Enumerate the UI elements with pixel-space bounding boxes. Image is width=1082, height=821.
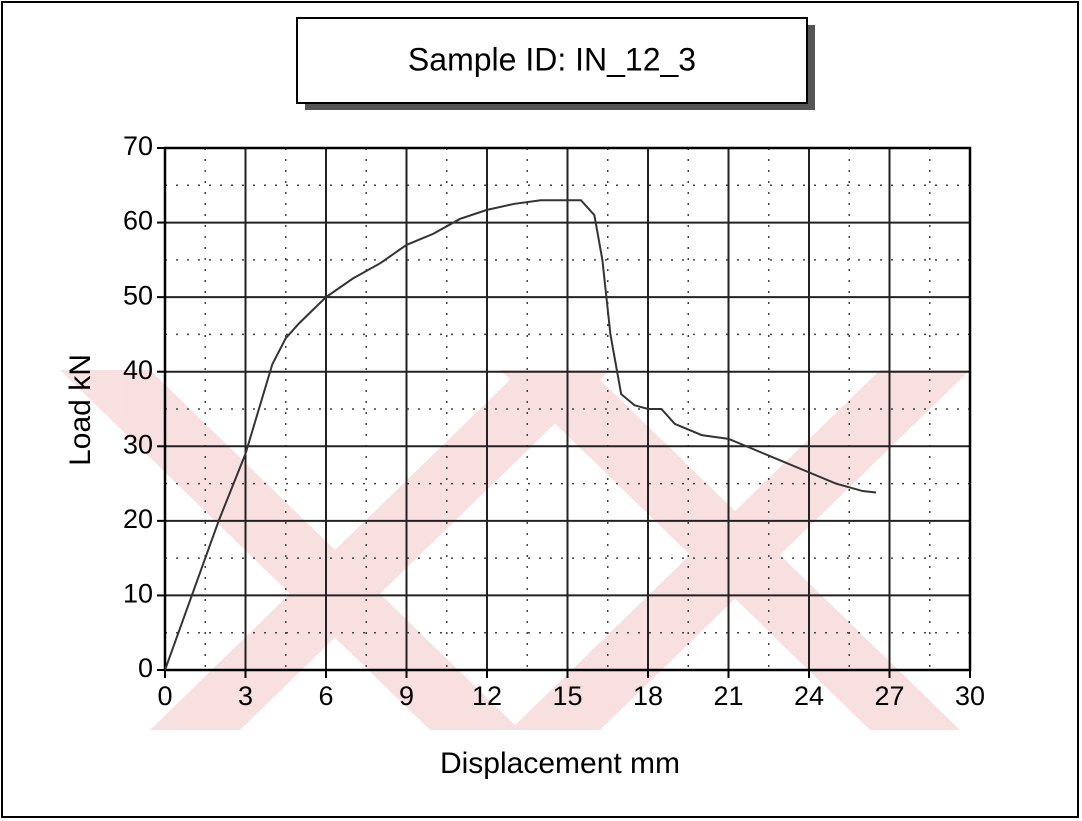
y-tick-label: 0 <box>138 653 153 683</box>
x-tick-label: 24 <box>794 681 824 711</box>
x-tick-label: 30 <box>955 681 985 711</box>
title-box <box>296 17 808 104</box>
y-tick-label: 40 <box>123 355 153 385</box>
x-tick-label: 18 <box>633 681 663 711</box>
x-tick-label: 21 <box>713 681 743 711</box>
x-tick-label: 12 <box>472 681 502 711</box>
y-tick-label: 10 <box>123 579 153 609</box>
x-axis-label: Displacement mm <box>440 747 680 780</box>
y-tick-label: 20 <box>123 504 153 534</box>
y-axis-label: Load kN <box>64 354 97 466</box>
x-tick-label: 15 <box>552 681 582 711</box>
x-tick-label: 9 <box>399 681 414 711</box>
x-tick-label: 0 <box>157 681 172 711</box>
plot-border <box>163 146 972 672</box>
y-tick-label: 50 <box>123 280 153 310</box>
watermark <box>60 370 970 730</box>
y-tick-label: 70 <box>123 131 153 161</box>
data-line <box>164 199 877 671</box>
chart-title: Sample ID: IN_12_3 <box>408 41 696 77</box>
y-tick-label: 30 <box>123 429 153 459</box>
x-tick-label: 27 <box>874 681 904 711</box>
x-tick-label: 6 <box>318 681 333 711</box>
x-tick-label: 3 <box>238 681 253 711</box>
y-tick-label: 60 <box>123 206 153 236</box>
